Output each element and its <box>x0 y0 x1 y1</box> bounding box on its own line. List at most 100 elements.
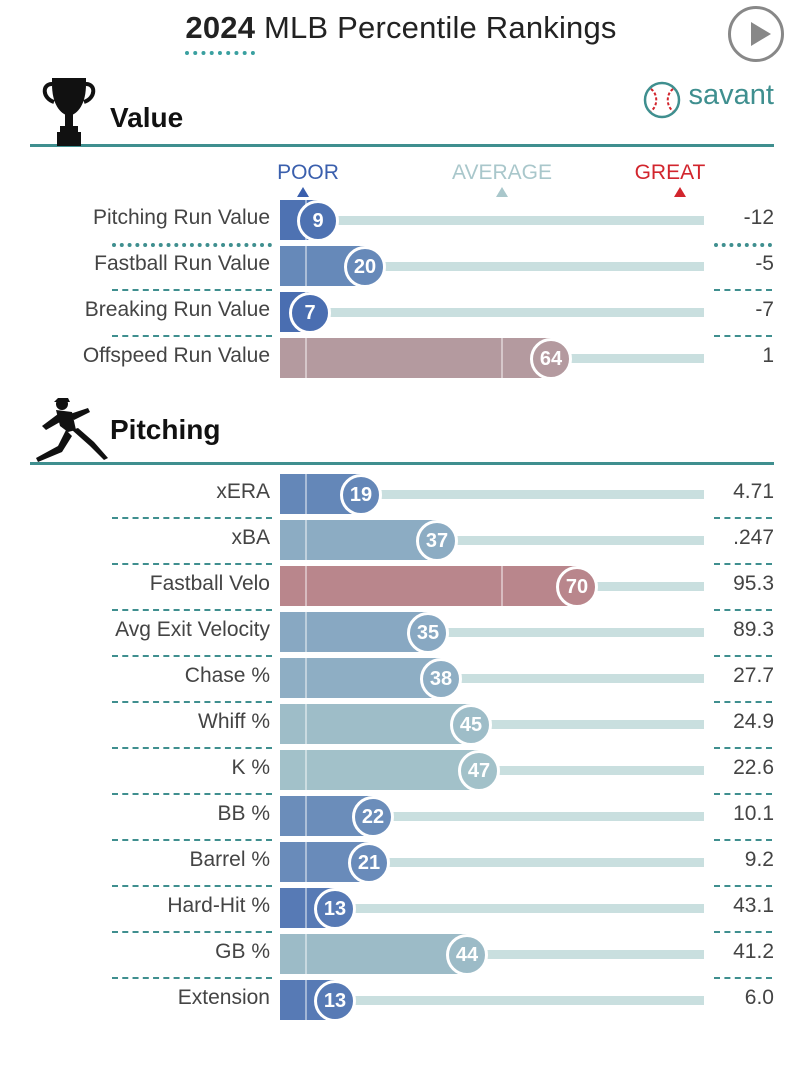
metric-label: Barrel % <box>189 848 270 871</box>
table-row: Chase % 38 27.7 <box>0 658 802 700</box>
bar-track <box>280 858 704 867</box>
percentile-badge[interactable]: 9 <box>297 200 339 242</box>
percentile-bar[interactable] <box>280 520 437 560</box>
percentile-bar[interactable] <box>280 338 551 378</box>
row-divider <box>112 747 272 749</box>
table-row: xERA 19 4.71 <box>0 474 802 516</box>
percentile-badge[interactable]: 37 <box>416 520 458 562</box>
percentile-badge[interactable]: 35 <box>407 612 449 654</box>
poor-arrow-icon <box>297 187 309 197</box>
row-divider <box>112 793 272 795</box>
bar-tick <box>305 796 307 836</box>
pitching-section-title: Pitching <box>110 414 221 445</box>
trophy-icon <box>42 78 96 146</box>
percentile-bar[interactable] <box>280 704 471 744</box>
table-row: Offspeed Run Value 64 1 <box>0 338 802 380</box>
table-row: Fastball Run Value 20 -5 <box>0 246 802 288</box>
metric-label: Breaking Run Value <box>84 298 270 321</box>
great-arrow-icon <box>674 187 686 197</box>
table-row: Breaking Run Value 7 -7 <box>0 292 802 334</box>
metric-value: 24.9 <box>733 710 774 733</box>
row-divider <box>112 885 272 887</box>
table-row: Extension 13 6.0 <box>0 980 802 1022</box>
percentile-bar[interactable] <box>280 658 441 698</box>
percentile-badge[interactable]: 45 <box>450 704 492 746</box>
play-button[interactable] <box>728 6 784 62</box>
bar-tick <box>305 338 307 378</box>
metric-value: 6.0 <box>744 986 774 1009</box>
row-divider <box>714 701 772 703</box>
table-row: K % 47 22.6 <box>0 750 802 792</box>
percentile-badge[interactable]: 47 <box>458 750 500 792</box>
percentile-badge[interactable]: 70 <box>556 566 598 608</box>
metric-label: GB % <box>215 940 270 963</box>
percentile-badge[interactable]: 13 <box>314 980 356 1022</box>
metric-label: Offspeed Run Value <box>82 344 270 367</box>
bar-tick <box>305 246 307 286</box>
percentile-badge[interactable]: 22 <box>352 796 394 838</box>
bar-tick <box>305 704 307 744</box>
percentile-bar[interactable] <box>280 566 577 606</box>
percentile-badge[interactable]: 64 <box>530 338 572 380</box>
row-divider <box>714 243 772 247</box>
metric-value: -12 <box>743 206 774 229</box>
row-divider <box>714 517 772 519</box>
bar-tick <box>305 474 307 514</box>
bar-tick <box>501 338 503 378</box>
metric-label: Fastball Run Value <box>94 252 270 275</box>
row-divider <box>112 977 272 979</box>
metric-label: Fastball Velo <box>149 572 270 595</box>
bar-track <box>280 262 704 271</box>
row-divider <box>714 747 772 749</box>
metric-label: BB % <box>217 802 270 825</box>
row-divider <box>112 289 272 291</box>
metric-value: -7 <box>755 298 774 321</box>
metric-label: xBA <box>231 526 270 549</box>
percentile-bar[interactable] <box>280 750 479 790</box>
percentile-badge[interactable]: 38 <box>420 658 462 700</box>
row-divider <box>714 335 772 337</box>
percentile-bar[interactable] <box>280 612 428 652</box>
row-divider <box>112 701 272 703</box>
bar-track <box>280 904 704 913</box>
row-divider <box>714 563 772 565</box>
percentile-badge[interactable]: 13 <box>314 888 356 930</box>
bar-track <box>280 308 704 317</box>
table-row: Avg Exit Velocity 35 89.3 <box>0 612 802 654</box>
metric-label: Whiff % <box>198 710 270 733</box>
title-year[interactable]: 2024 <box>185 10 256 55</box>
page-title: 2024 MLB Percentile Rankings <box>185 10 616 55</box>
metric-value: 10.1 <box>733 802 774 825</box>
row-divider <box>112 563 272 565</box>
metric-value: 95.3 <box>733 572 774 595</box>
savant-brand[interactable]: savant <box>688 79 774 111</box>
scale-average-label: AVERAGE <box>452 161 552 184</box>
row-divider <box>714 655 772 657</box>
row-divider <box>714 609 772 611</box>
metric-value: 89.3 <box>733 618 774 641</box>
row-divider <box>714 839 772 841</box>
table-row: Barrel % 21 9.2 <box>0 842 802 884</box>
bar-tick <box>305 750 307 790</box>
bar-tick <box>305 980 307 1020</box>
table-row: BB % 22 10.1 <box>0 796 802 838</box>
metric-value: 9.2 <box>744 848 774 871</box>
percentile-badge[interactable]: 44 <box>446 934 488 976</box>
bar-track <box>280 720 704 729</box>
bar-track <box>280 628 704 637</box>
pitcher-icon <box>36 398 108 462</box>
row-divider <box>714 885 772 887</box>
percentile-badge[interactable]: 7 <box>289 292 331 334</box>
bar-tick <box>305 934 307 974</box>
percentile-badge[interactable]: 20 <box>344 246 386 288</box>
percentile-badge[interactable]: 21 <box>348 842 390 884</box>
percentile-bar[interactable] <box>280 934 467 974</box>
scale-great-label: GREAT <box>634 161 706 184</box>
average-arrow-icon <box>496 187 508 197</box>
metric-value: -5 <box>755 252 774 275</box>
metric-value: 1 <box>762 344 774 367</box>
percentile-badge[interactable]: 19 <box>340 474 382 516</box>
metric-label: K % <box>231 756 270 779</box>
row-divider <box>112 655 272 657</box>
bar-track <box>280 216 704 225</box>
